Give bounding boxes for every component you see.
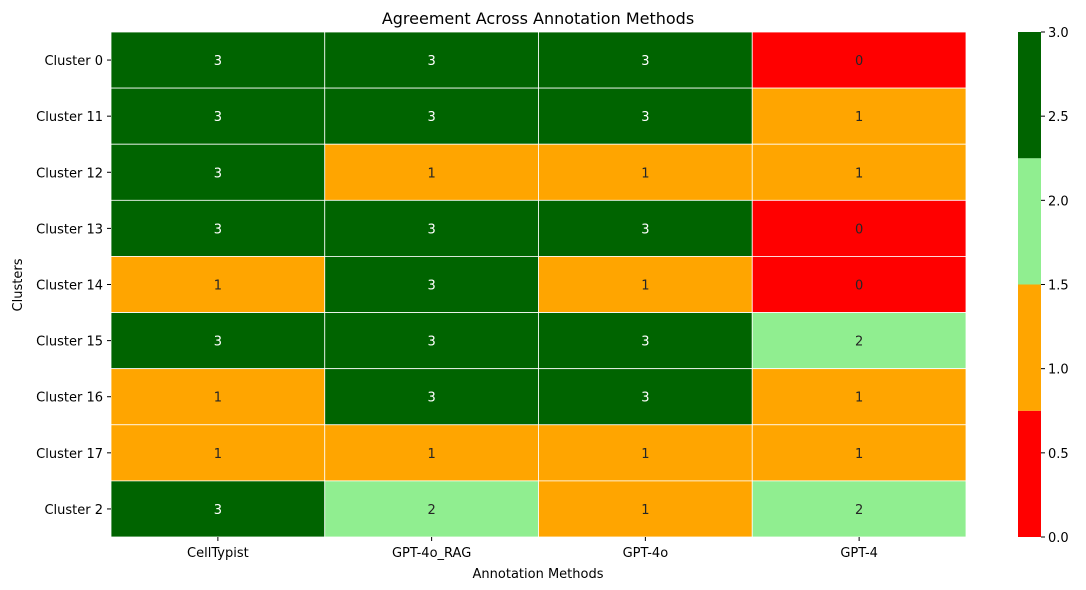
heatmap-cells	[110, 31, 967, 538]
heatmap-cell	[751, 312, 967, 370]
cell-value-label: 1	[855, 166, 863, 181]
y-axis-ticks: Cluster 0 Cluster 11 Cluster 12 Cluster 13 C…	[36, 54, 111, 518]
heatmap-cell	[110, 368, 326, 426]
y-tick-label: Cluster 15	[36, 335, 103, 350]
x-axis-ticks: CellTypist GPT-4o_RAG GPT-4o GPT-4	[187, 537, 878, 561]
cell-value-label: 3	[641, 222, 649, 237]
cell-value-label: 1	[214, 391, 222, 406]
heatmap-cell	[324, 199, 539, 257]
heatmap-cell	[110, 87, 326, 145]
y-tick-label: Cluster 12	[36, 166, 103, 181]
heatmap-cell	[538, 312, 753, 370]
colorbar: 0.0 0.5 1.0 1.5 2.0 2.5 3.0	[1018, 26, 1069, 546]
cell-value-label: 2	[427, 503, 435, 518]
cell-value-label: 0	[855, 279, 863, 294]
y-tick-label: Cluster 16	[36, 391, 103, 406]
cell-value-label: 1	[214, 279, 222, 294]
heatmap-cell	[538, 480, 753, 538]
heatmap-cell	[110, 31, 326, 89]
cell-value-label: 3	[214, 54, 222, 69]
colorbar-tick-label: 1.5	[1048, 279, 1069, 294]
cell-value-label: 0	[855, 54, 863, 69]
heatmap-cell	[324, 312, 539, 370]
cell-value-label: 3	[427, 54, 435, 69]
cell-value-label: 3	[641, 391, 649, 406]
heatmap-cell	[538, 31, 753, 89]
heatmap-cell	[751, 480, 967, 538]
colorbar-segment	[1018, 32, 1041, 159]
y-tick-label: Cluster 17	[36, 447, 103, 462]
heatmap-cell	[751, 256, 967, 313]
colorbar-tick-label: 1.0	[1048, 363, 1069, 378]
x-axis-label: Annotation Methods	[473, 567, 604, 582]
x-tick-label: GPT-4	[840, 546, 878, 561]
cell-value-label: 3	[214, 110, 222, 125]
heatmap-cell	[110, 256, 326, 313]
chart-title: Agreement Across Annotation Methods	[382, 9, 694, 28]
cell-value-label: 3	[427, 110, 435, 125]
cell-value-label: 3	[427, 222, 435, 237]
cell-value-label: 3	[427, 335, 435, 350]
cell-value-label: 1	[641, 279, 649, 294]
cell-value-label: 1	[427, 166, 435, 181]
y-tick-label: Cluster 2	[44, 503, 103, 518]
heatmap-cell	[110, 199, 326, 257]
heatmap-cell	[751, 199, 967, 257]
heatmap-cell	[538, 199, 753, 257]
x-tick-label: GPT-4o_RAG	[392, 546, 471, 561]
colorbar-tick-label: 0.0	[1048, 531, 1069, 546]
cell-value-label: 3	[641, 54, 649, 69]
cell-value-label: 2	[855, 503, 863, 518]
colorbar-segment	[1018, 410, 1041, 537]
colorbar-segment	[1018, 158, 1041, 285]
heatmap-cell-labels: 3 3 3 0 3 3 3 1 3 1 1 1 3 3 3 0 1 3 1 0 3 3 3 2 1 3 3 1 1 1 1 1 3 2 1 2	[214, 54, 864, 518]
heatmap-cell	[110, 424, 326, 482]
cell-value-label: 1	[855, 447, 863, 462]
colorbar-tick-label: 3.0	[1048, 26, 1069, 41]
colorbar-tick-label: 2.5	[1048, 110, 1069, 125]
heatmap-cell	[538, 256, 753, 313]
colorbar-segment	[1018, 284, 1041, 411]
cell-value-label: 1	[641, 503, 649, 518]
cell-value-label: 3	[214, 335, 222, 350]
colorbar-tick-label: 2.0	[1048, 194, 1069, 209]
cell-value-label: 2	[855, 335, 863, 350]
y-tick-label: Cluster 13	[36, 222, 103, 237]
x-tick-label: GPT-4o	[623, 546, 669, 561]
colorbar-tick-label: 0.5	[1048, 447, 1069, 462]
heatmap-cell	[110, 312, 326, 370]
heatmap-cell	[751, 31, 967, 89]
cell-value-label: 3	[641, 110, 649, 125]
heatmap-cell	[538, 424, 753, 482]
cell-value-label: 1	[855, 391, 863, 406]
cell-value-label: 1	[641, 166, 649, 181]
heatmap-cell	[751, 87, 967, 145]
cell-value-label: 3	[641, 335, 649, 350]
y-tick-label: Cluster 14	[36, 279, 103, 294]
y-axis-label: Clusters	[11, 258, 26, 311]
heatmap-cell	[751, 368, 967, 426]
heatmap-cell	[324, 87, 539, 145]
cell-value-label: 1	[214, 447, 222, 462]
heatmap-cell	[324, 256, 539, 313]
heatmap-cell	[538, 368, 753, 426]
cell-value-label: 3	[427, 391, 435, 406]
heatmap-cell	[751, 143, 967, 201]
cell-value-label: 1	[641, 447, 649, 462]
cell-value-label: 3	[214, 503, 222, 518]
heatmap-cell	[324, 31, 539, 89]
y-tick-label: Cluster 0	[44, 54, 103, 69]
cell-value-label: 3	[214, 222, 222, 237]
cell-value-label: 3	[214, 166, 222, 181]
cell-value-label: 1	[427, 447, 435, 462]
y-tick-label: Cluster 11	[36, 110, 103, 125]
heatmap-cell	[324, 143, 539, 201]
cell-value-label: 3	[427, 279, 435, 294]
x-tick-label: CellTypist	[187, 546, 249, 561]
cell-value-label: 1	[855, 110, 863, 125]
cell-value-label: 0	[855, 222, 863, 237]
